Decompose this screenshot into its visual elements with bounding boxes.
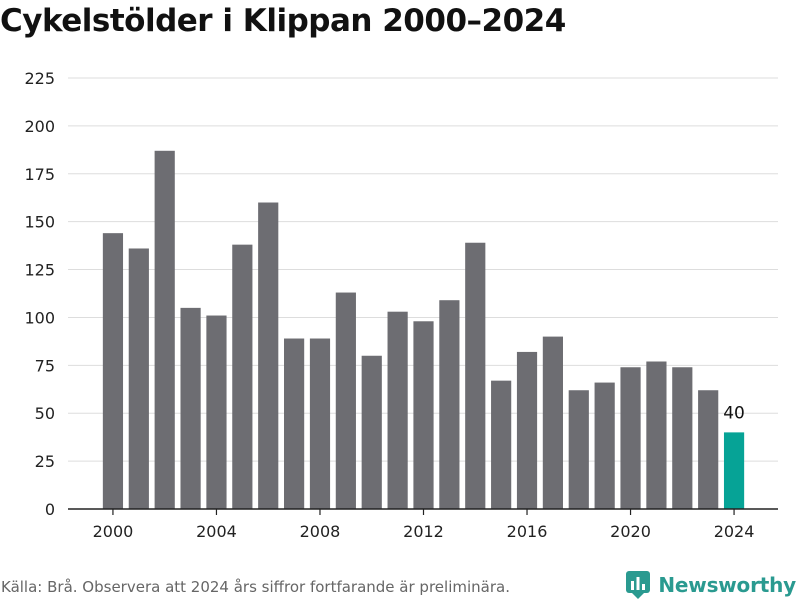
x-tick-label: 2016 [507,522,548,541]
x-tick-label: 2020 [610,522,651,541]
bar [232,244,253,510]
bar [646,361,667,509]
bar [698,390,719,509]
bar [102,233,124,509]
x-tick-label: 2000 [93,522,134,541]
y-tick-label: 75 [35,356,55,375]
bar [568,390,589,509]
bar [723,432,745,509]
y-tick-label: 125 [24,261,55,280]
bar [206,315,227,509]
x-tick-label: 2004 [196,522,237,541]
data-label: 40 [723,403,745,423]
bar-chart-logo-icon [626,571,651,599]
bar [128,248,149,510]
y-tick-label: 100 [24,308,55,327]
bar [361,355,382,509]
bar [542,336,563,509]
bar [258,202,279,509]
y-tick-label: 200 [24,117,55,136]
y-tick-label: 225 [24,69,55,88]
chart-title: Cykelstölder i Klippan 2000–2024 [0,3,566,39]
y-tick-label: 150 [24,213,55,232]
bar [439,300,460,509]
x-tick-label: 2008 [300,522,341,541]
bar [180,307,201,509]
bar [387,311,408,509]
bar [594,382,615,509]
bar [284,338,305,509]
y-tick-label: 50 [35,404,55,423]
bar [309,338,331,509]
brand: Newsworthy [626,570,796,600]
x-tick-label: 2024 [714,522,755,541]
y-tick-label: 175 [24,165,55,184]
x-tick-label: 2012 [403,522,444,541]
bar [335,292,356,509]
bar [491,380,512,509]
y-tick-label: 25 [35,452,55,471]
brand-name: Newsworthy [658,573,796,597]
bar [516,351,538,509]
bar [672,367,693,509]
bar [413,321,434,509]
bar [154,150,175,509]
y-tick-label: 0 [45,500,55,519]
bar [620,367,641,509]
bar-chart: 0 25 50 75 100 125 150 175 200 225 2000 2004 2008 201… [24,69,778,541]
source-note: Källa: Brå. Observera att 2024 års siffr… [1,578,510,596]
bar [465,242,486,509]
